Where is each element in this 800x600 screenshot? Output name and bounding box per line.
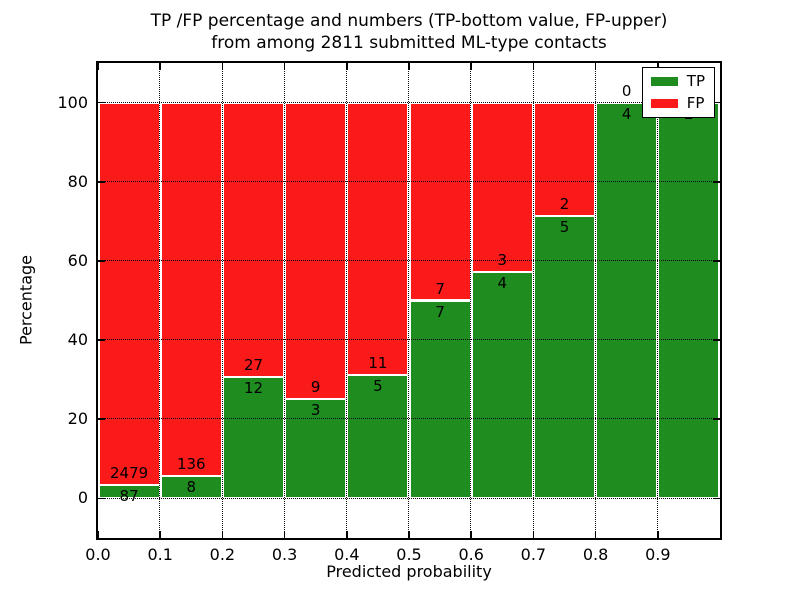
fp-count-label: 0 [621, 81, 632, 100]
y-tick-label: 20 [67, 409, 88, 429]
tp-bar-segment [409, 300, 471, 499]
legend-label-tp: TP [686, 72, 705, 90]
fp-count-label: 7 [435, 279, 445, 298]
y-tick-label: 40 [67, 330, 88, 350]
tp-count-label: 12 [243, 378, 264, 397]
fp-bar-segment [347, 102, 409, 375]
tp-bar-segment [347, 374, 409, 499]
x-tick-label: 0.6 [458, 545, 484, 564]
fp-bar-segment [533, 102, 596, 216]
fp-count-label: 11 [368, 353, 388, 372]
bars-layer [98, 63, 720, 538]
x-tick-label: 0.8 [582, 545, 609, 564]
tp-bar-segment [285, 399, 347, 499]
x-tick-label: 0.4 [334, 545, 360, 564]
fp-count-label: 2479 [110, 463, 149, 482]
fp-count-label: 9 [310, 378, 321, 397]
tp-count-label: 7 [435, 302, 445, 321]
x-tick-label: 0.2 [209, 545, 236, 564]
tp-bar-segment [471, 272, 533, 499]
x-tick-label: 0.3 [271, 545, 298, 564]
y-tick-label: 100 [57, 92, 88, 112]
y-tick-label: 60 [67, 250, 88, 270]
fp-count-label: 2 [559, 194, 570, 213]
legend: TP FP [641, 67, 715, 118]
fp-color-swatch [650, 99, 678, 108]
tp-count-label: 5 [373, 376, 383, 395]
bar-labels-layer: 24798713682712931157734250402 [98, 63, 720, 538]
fp-bar-segment [285, 102, 347, 400]
tp-count-label: 4 [621, 104, 632, 123]
fp-count-label: 136 [176, 455, 206, 474]
tp-count-label: 3 [310, 401, 321, 420]
chart-title-line2: from among 2811 submitted ML-type contac… [211, 33, 607, 53]
x-tick-label: 0.1 [147, 545, 173, 564]
tp-count-label: 87 [119, 486, 139, 505]
chart-title-line1: TP /FP percentage and numbers (TP-bottom… [150, 11, 668, 31]
plot-area: 24798713682712931157734250402 TP FP [96, 61, 722, 540]
tp-count-label: 4 [497, 274, 508, 293]
legend-item-fp: FP [650, 94, 705, 112]
tp-bar-segment [222, 376, 285, 499]
x-tick-label: 0.7 [520, 545, 547, 564]
tp-bar-segment [533, 215, 596, 499]
y-tick-label: 80 [67, 171, 88, 191]
x-tick-label: 0.9 [645, 545, 671, 564]
fp-bar-segment [160, 102, 222, 477]
tp-bar-segment [658, 102, 720, 499]
legend-label-fp: FP [686, 94, 705, 112]
fp-bar-segment [471, 102, 533, 273]
y-tick-label: 0 [77, 488, 88, 508]
fp-bar-segment [409, 102, 471, 301]
x-tick-label: 0.0 [85, 545, 111, 564]
chart-title: TP /FP percentage and numbers (TP-bottom… [98, 10, 720, 54]
tp-bar-segment [596, 102, 658, 499]
tp-color-swatch [650, 77, 678, 86]
tp-count-label: 8 [186, 478, 197, 497]
legend-item-tp: TP [650, 72, 705, 90]
fp-count-label: 3 [497, 251, 508, 270]
fp-bar-segment [222, 102, 285, 377]
fp-count-label: 27 [243, 355, 264, 374]
x-axis-label: Predicted probability [326, 562, 492, 581]
fp-bar-segment [98, 102, 160, 485]
x-tick-label: 0.5 [396, 545, 422, 564]
tp-count-label: 5 [559, 217, 570, 236]
